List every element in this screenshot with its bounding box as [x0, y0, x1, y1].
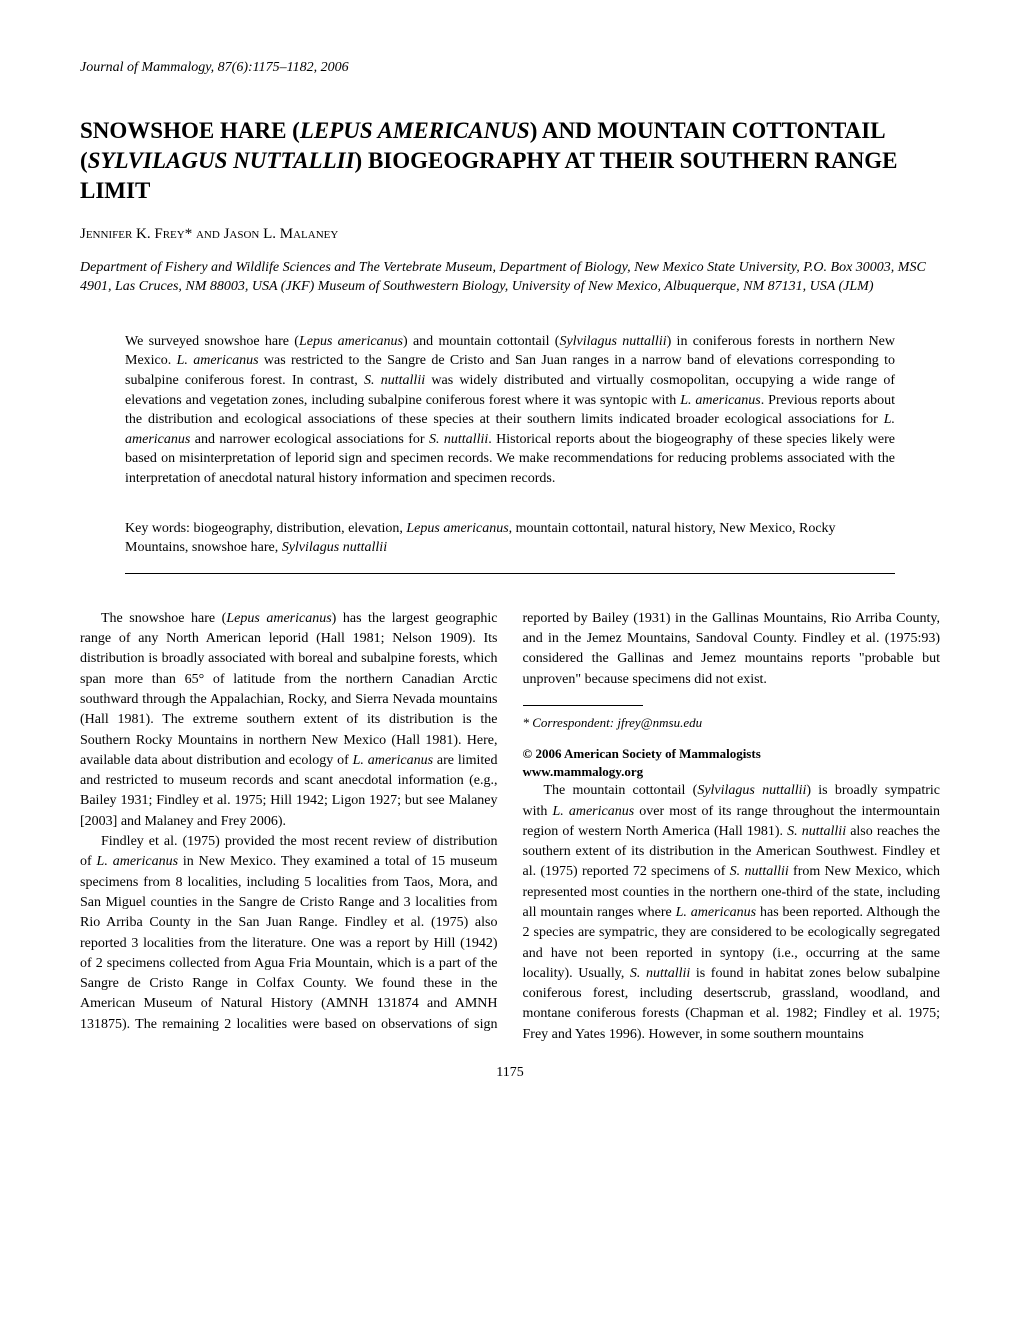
footnote-divider [523, 705, 643, 706]
authors: Jennifer K. Frey* and Jason L. Malaney [80, 226, 940, 243]
journal-header: Journal of Mammalogy, 87(6):1175–1182, 2… [80, 60, 940, 76]
author-1: Jennifer K. Frey* [80, 226, 192, 242]
body-paragraph-3: The mountain cottontail (Sylvilagus nutt… [523, 781, 941, 1045]
affiliation: Department of Fishery and Wildlife Scien… [80, 258, 940, 297]
page-number: 1175 [80, 1065, 940, 1081]
abstract-divider [125, 573, 895, 574]
abstract: We surveyed snowshoe hare (Lepus america… [125, 332, 895, 489]
correspondent-footnote: * Correspondent: jfrey@nmsu.edu [523, 714, 941, 733]
body-text: The snowshoe hare (Lepus americanus) has… [80, 609, 940, 1045]
copyright: © 2006 American Society of Mammalogists … [523, 745, 941, 781]
keywords: Key words: biogeography, distribution, e… [125, 519, 895, 558]
author-2: Jason L. Malaney [224, 226, 339, 242]
body-paragraph-1: The snowshoe hare (Lepus americanus) has… [80, 609, 498, 832]
article-title: SNOWSHOE HARE (LEPUS AMERICANUS) AND MOU… [80, 116, 940, 206]
